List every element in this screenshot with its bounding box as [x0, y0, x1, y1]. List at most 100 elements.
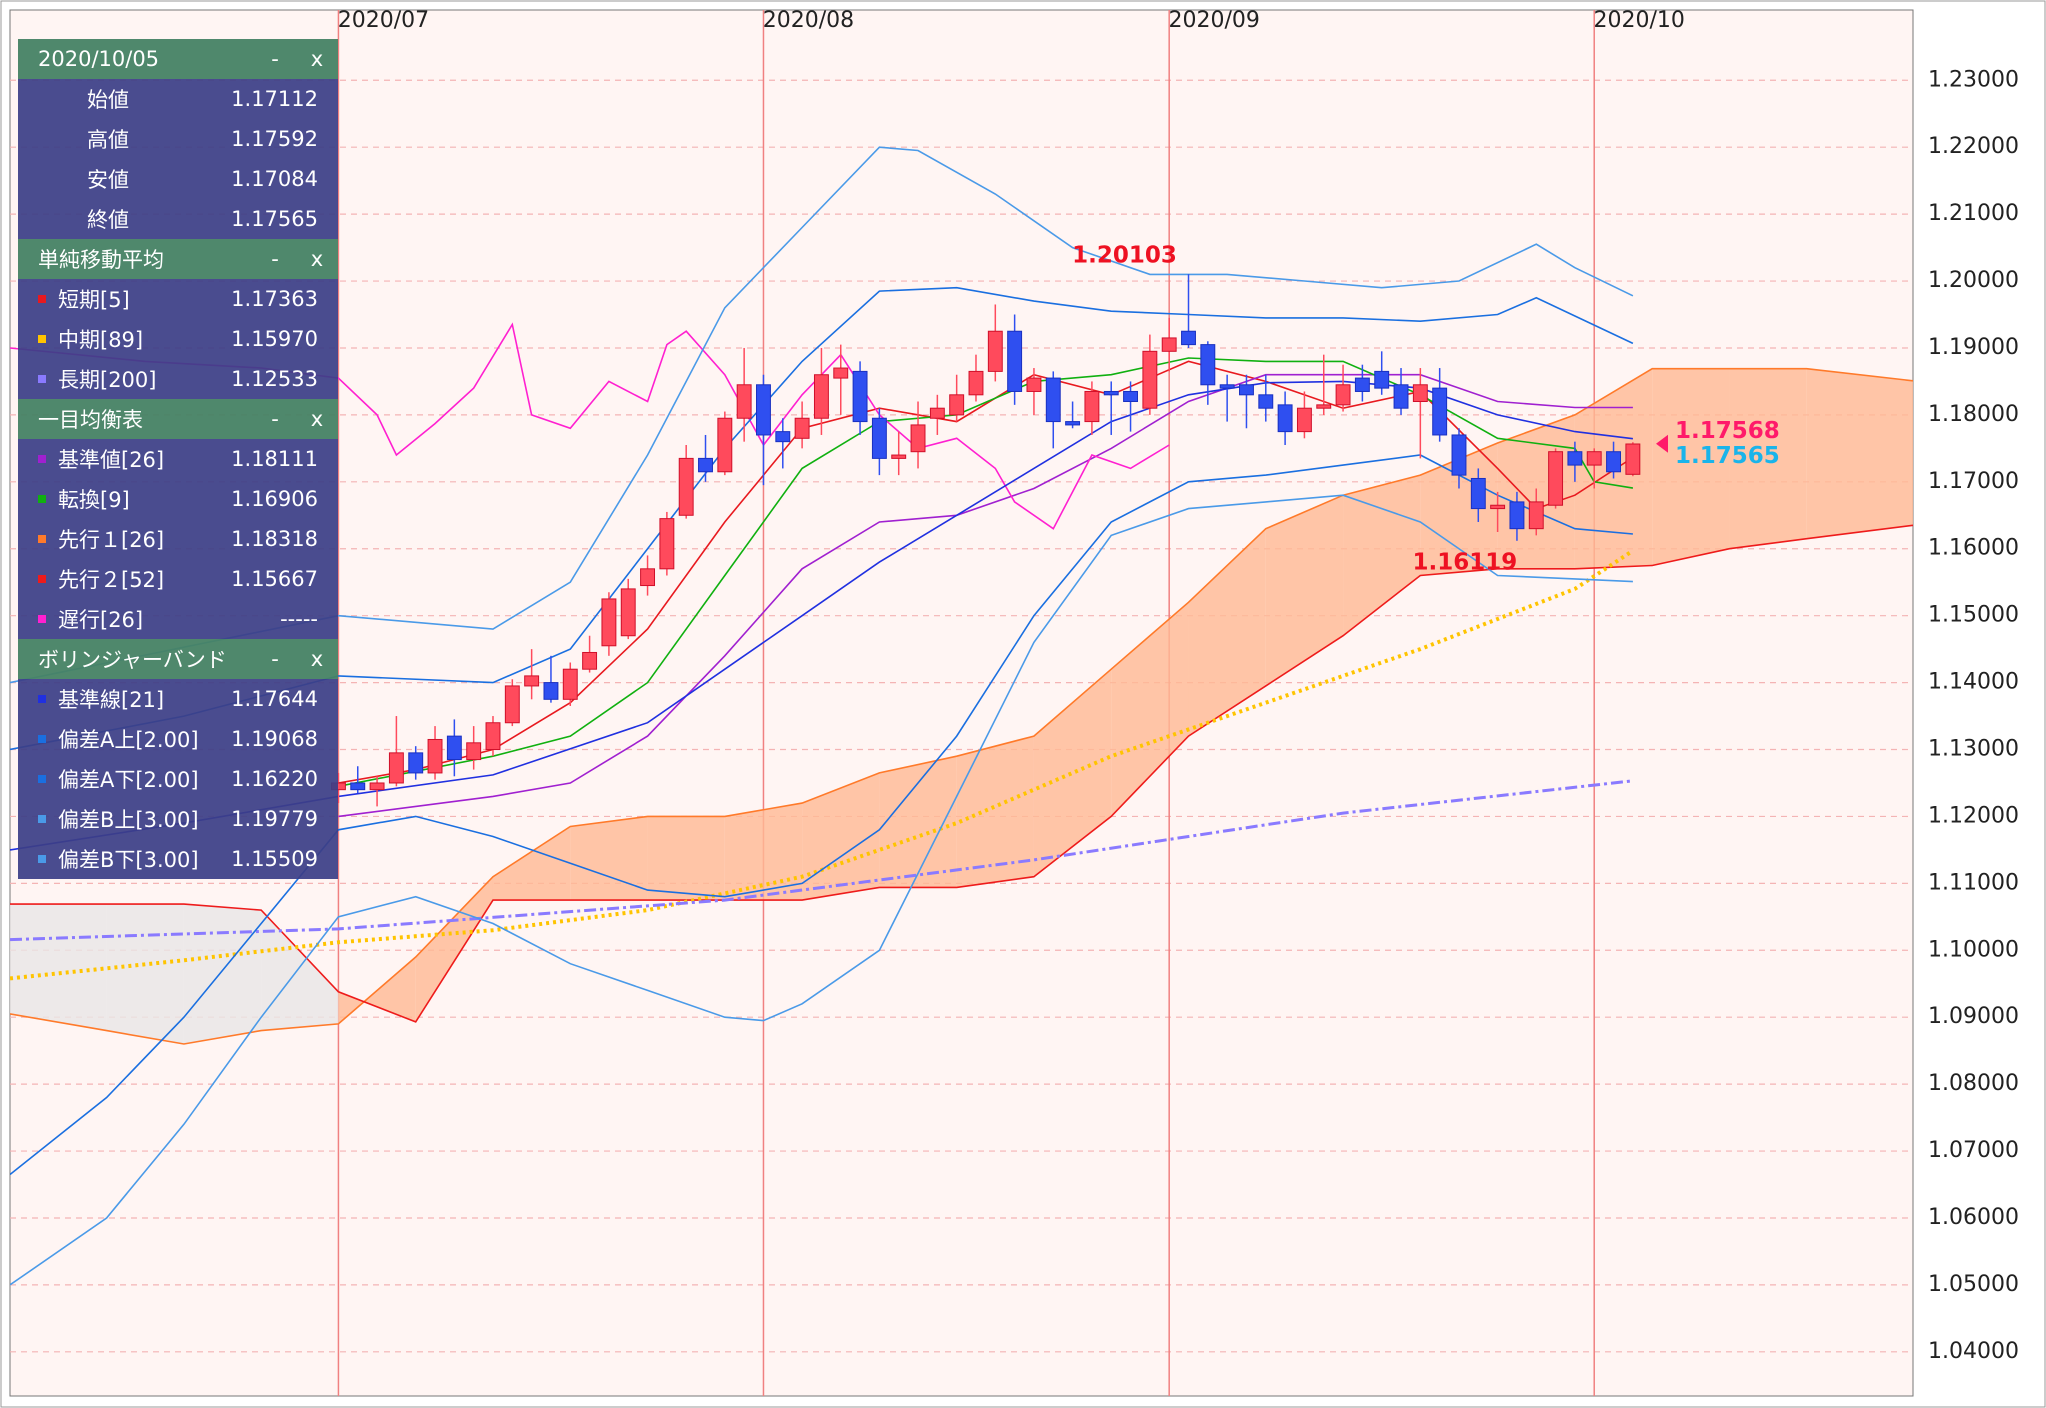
color-swatch — [38, 855, 46, 863]
panel-row: 短期[5] 1.17363 — [18, 279, 338, 319]
row-label: 高値 — [87, 128, 129, 152]
row-label: 遅行[26] — [58, 608, 144, 632]
candle-body — [1451, 434, 1467, 476]
extreme-label: 1.20103 — [1072, 243, 1177, 269]
cloud-segment — [956, 736, 1034, 888]
candle-body — [1606, 451, 1621, 473]
row-value: 1.17363 — [231, 287, 318, 311]
panel-header: 2020/10/05 - x — [18, 39, 338, 79]
candle-body — [794, 417, 810, 439]
candle-body — [582, 651, 598, 670]
panel-row: 高値 1.17592 — [18, 119, 338, 159]
cloud-segment — [1652, 368, 1730, 566]
x-tick-label: 2020/08 — [763, 8, 854, 33]
candle-body — [1103, 390, 1119, 396]
cloud-segment — [261, 910, 339, 1031]
cloud-segment — [1111, 602, 1189, 817]
candle-body — [756, 384, 771, 436]
candle-body — [1509, 501, 1525, 530]
row-label: 基準値[26] — [58, 448, 165, 472]
row-value: 1.16220 — [231, 767, 318, 791]
extreme-label: 1.16119 — [1413, 549, 1518, 575]
candle-body — [929, 407, 945, 419]
color-swatch — [38, 775, 46, 783]
candle-body — [775, 431, 791, 443]
indicator-line — [10, 286, 1634, 751]
row-label: 先行２[52] — [58, 568, 165, 592]
panel-row: 中期[89] 1.15970 — [18, 319, 338, 359]
close-button[interactable]: x — [310, 407, 324, 431]
candle-body — [1045, 377, 1061, 423]
candle-body — [852, 370, 868, 423]
candle-body — [891, 454, 907, 459]
minimize-button[interactable]: - — [271, 647, 279, 671]
color-swatch — [38, 695, 46, 703]
y-tick-label: 1.18000 — [1928, 402, 2019, 427]
minimize-button[interactable]: - — [271, 47, 279, 71]
color-swatch — [38, 335, 46, 343]
row-value: 1.18318 — [231, 527, 318, 551]
candle-body — [968, 370, 984, 396]
candle-body — [1490, 504, 1506, 510]
candle-body — [1142, 350, 1158, 409]
y-tick-label: 1.07000 — [1928, 1138, 2019, 1163]
candle-body — [1470, 477, 1486, 510]
panel-row: 転換[9] 1.16906 — [18, 479, 338, 519]
cloud-segment — [10, 904, 107, 1031]
y-tick-label: 1.05000 — [1928, 1272, 2019, 1297]
candle-body — [1625, 443, 1641, 475]
candle-body — [369, 782, 385, 791]
span-b-line — [10, 524, 1913, 1023]
row-value: 1.15509 — [231, 847, 318, 871]
row-label: 転換[9] — [58, 488, 130, 512]
candle-body — [659, 518, 675, 570]
row-label: 長期[200] — [58, 368, 157, 392]
y-tick-label: 1.13000 — [1928, 737, 2019, 762]
candle-body — [543, 682, 559, 700]
panel-header: 一目均衡表 - x — [18, 399, 338, 439]
candle-body — [408, 752, 424, 774]
span-a-line — [10, 367, 1913, 1045]
candle-body — [1586, 451, 1602, 466]
candle-body — [1412, 384, 1428, 403]
candle-body — [1123, 390, 1139, 403]
price-marker — [1656, 434, 1668, 453]
color-swatch — [38, 375, 46, 383]
row-value: 1.19779 — [231, 807, 318, 831]
close-button[interactable]: x — [310, 247, 324, 271]
candle-body — [1258, 394, 1274, 409]
candle-body — [1335, 384, 1351, 406]
row-value: 1.17084 — [231, 167, 318, 191]
row-value: 1.15667 — [231, 567, 318, 591]
y-tick-label: 1.20000 — [1928, 268, 2019, 293]
row-label: 偏差B上[3.00] — [58, 808, 199, 832]
panel-row: 偏差B上[3.00] 1.19779 — [18, 799, 338, 839]
candle-body — [678, 457, 694, 516]
candle-body — [562, 668, 578, 700]
x-tick-label: 2020/10 — [1594, 8, 1685, 33]
indicator-line — [10, 549, 1635, 981]
close-button[interactable]: x — [310, 647, 324, 671]
panel-row: 長期[200] 1.12533 — [18, 359, 338, 399]
minimize-button[interactable]: - — [271, 407, 279, 431]
minimize-button[interactable]: - — [271, 247, 279, 271]
cloud-segment — [1806, 368, 1913, 539]
plot — [10, 10, 1913, 1396]
row-value: 1.16906 — [231, 487, 318, 511]
color-swatch — [38, 295, 46, 303]
panel-header: ボリンジャーバンド - x — [18, 639, 338, 679]
section-title: 一目均衡表 — [38, 408, 143, 432]
y-tick-label: 1.06000 — [1928, 1205, 2019, 1230]
candle-body — [833, 367, 849, 379]
row-value: 1.19068 — [231, 727, 318, 751]
candle-body — [1374, 370, 1390, 389]
panel-row: 終値 1.17565 — [18, 199, 338, 239]
row-value: 1.18111 — [231, 447, 318, 471]
row-label: 始値 — [87, 88, 129, 112]
row-value: 1.17112 — [231, 87, 318, 111]
color-swatch — [38, 815, 46, 823]
x-tick-label: 2020/09 — [1168, 8, 1259, 33]
candle-body — [1084, 390, 1100, 423]
y-tick-label: 1.23000 — [1928, 67, 2019, 92]
close-button[interactable]: x — [310, 47, 324, 71]
